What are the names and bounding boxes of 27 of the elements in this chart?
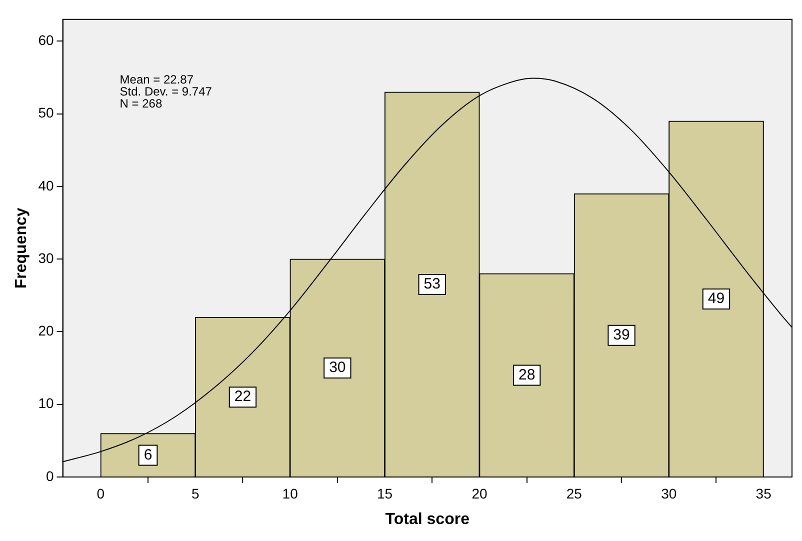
y-tick-label: 40 <box>38 177 54 194</box>
x-tick-label: 5 <box>191 485 200 502</box>
data-label: 53 <box>424 276 440 293</box>
y-axis-title: Frequency <box>13 208 30 289</box>
x-tick-label: 25 <box>566 485 582 502</box>
x-tick-label: 20 <box>472 485 488 502</box>
x-tick-label: 30 <box>661 485 677 502</box>
x-tick-label: 10 <box>282 485 298 502</box>
data-label: 30 <box>329 359 346 376</box>
annotation: N = 268 <box>120 96 162 111</box>
y-tick-label: 20 <box>38 322 54 339</box>
y-tick-label: 60 <box>38 32 54 48</box>
data-label: 6 <box>144 446 152 464</box>
x-axis-title: Total score <box>385 510 470 528</box>
x-tick-label: 15 <box>376 485 393 502</box>
data-label: 22 <box>234 388 252 406</box>
y-tick-label: 0 <box>46 468 54 484</box>
annotation: Mean = 22.87 <box>120 72 194 87</box>
y-tick-label: 50 <box>38 104 54 121</box>
y-tick-label: 10 <box>38 395 54 412</box>
x-tick-label: 35 <box>756 485 772 502</box>
data-label: 39 <box>613 326 630 344</box>
data-label: 49 <box>708 290 725 308</box>
x-tick-label: 0 <box>96 485 105 502</box>
annotation: Std. Dev. = 9.747 <box>120 84 212 99</box>
y-tick-label: 30 <box>38 250 54 266</box>
data-label: 28 <box>518 366 536 384</box>
